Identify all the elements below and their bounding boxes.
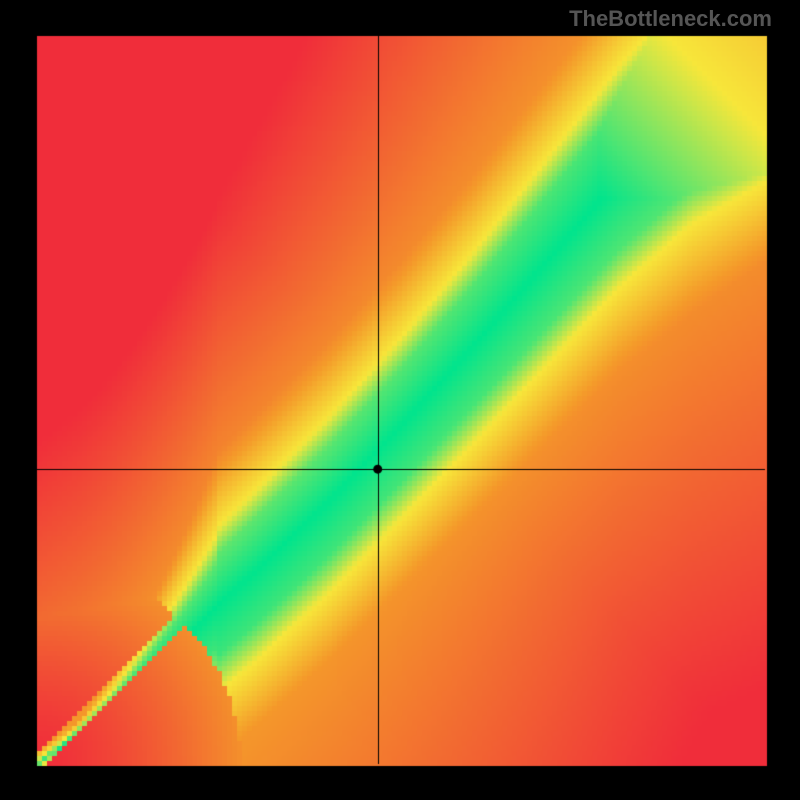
bottleneck-heatmap <box>0 0 800 800</box>
watermark-text: TheBottleneck.com <box>569 6 772 32</box>
